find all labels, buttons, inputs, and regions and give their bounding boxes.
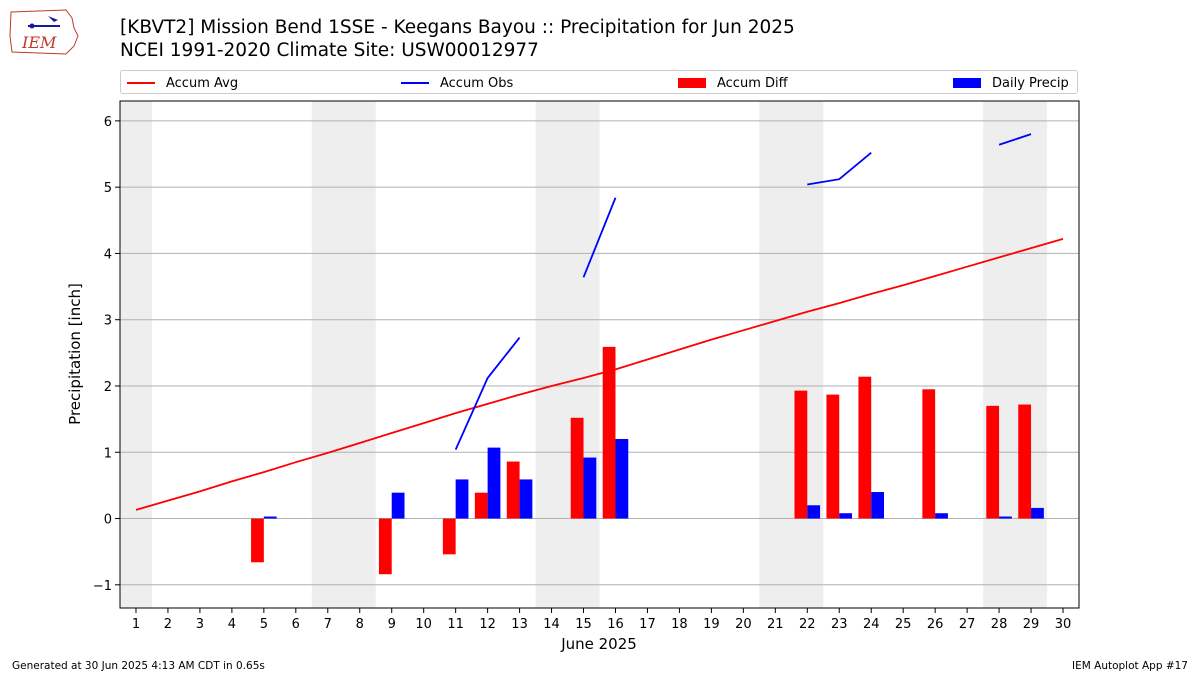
x-tick-label-5: 5	[260, 617, 268, 632]
x-axis-label: June 2025	[560, 635, 637, 653]
y-tick-label-0: −1	[93, 579, 112, 594]
accum-diff-bar-29	[1018, 404, 1032, 519]
x-tick-label-2: 2	[164, 617, 172, 632]
daily-precip-bar-28	[999, 516, 1012, 519]
x-tick-label-15: 15	[575, 617, 592, 632]
accum-diff-bar-24	[858, 376, 872, 519]
daily-precip-bar-11	[455, 479, 469, 519]
accum-obs-line-2	[807, 152, 872, 186]
footer-app: IEM Autoplot App #17	[1072, 660, 1188, 672]
weekend-band-3	[759, 101, 824, 608]
y-tick-label-4: 3	[104, 314, 112, 329]
legend-label-accum-obs: Accum Obs	[440, 75, 514, 91]
x-tick-label-20: 20	[735, 617, 752, 632]
x-tick-label-23: 23	[831, 617, 848, 632]
daily-precip-bar-15	[583, 457, 597, 519]
daily-precip-bar-29	[1031, 507, 1044, 519]
x-tick-label-30: 30	[1055, 617, 1072, 632]
legend-label-accum-diff: Accum Diff	[717, 75, 788, 91]
daily-precip-bar-9	[391, 492, 405, 519]
x-tick-label-28: 28	[991, 617, 1008, 632]
accum-diff-bar-22	[794, 390, 808, 519]
x-tick-label-24: 24	[863, 617, 880, 632]
chart-title: [KBVT2] Mission Bend 1SSE - Keegans Bayo…	[120, 17, 795, 38]
y-tick-label-1: 0	[104, 513, 112, 528]
plot-frame	[119, 100, 1080, 609]
daily-precip-bar-16	[615, 439, 629, 519]
y-tick-label-2: 1	[104, 446, 112, 461]
accum-diff-bar-16	[602, 346, 616, 519]
x-tick-label-6: 6	[292, 617, 300, 632]
legend: Accum Avg Accum Obs Accum Diff Daily Pre…	[120, 70, 1078, 94]
accum-diff-bar-23	[826, 394, 840, 519]
x-tick-label-13: 13	[511, 617, 528, 632]
x-tick-label-4: 4	[228, 617, 236, 632]
accum-diff-bar-9	[378, 518, 392, 575]
iem-logo: IEM	[9, 9, 79, 55]
x-tick-label-14: 14	[543, 617, 560, 632]
x-tick-label-3: 3	[196, 617, 204, 632]
legend-item-accum-avg: Accum Avg	[127, 74, 238, 92]
legend-swatch-daily-precip	[953, 78, 981, 88]
x-tick-label-16: 16	[607, 617, 624, 632]
x-tick-label-22: 22	[799, 617, 816, 632]
daily-precip-bar-22	[807, 505, 821, 519]
y-tick-label-7: 6	[104, 115, 112, 130]
legend-item-daily-precip: Daily Precip	[953, 74, 1069, 92]
accum-diff-bar-11	[442, 518, 456, 555]
x-tick-label-9: 9	[388, 617, 396, 632]
y-tick-label-5: 4	[104, 247, 112, 262]
legend-item-accum-obs: Accum Obs	[401, 74, 513, 92]
weekend-band-4	[983, 101, 1048, 608]
footer-generated: Generated at 30 Jun 2025 4:13 AM CDT in …	[12, 660, 265, 672]
x-tick-label-12: 12	[479, 617, 496, 632]
x-tick-label-19: 19	[703, 617, 720, 632]
weekend-band-1	[311, 101, 376, 608]
weekend-band-0	[120, 101, 152, 608]
iowa-outline-icon	[9, 9, 79, 55]
accum-avg-line	[135, 237, 1064, 511]
x-tick-label-8: 8	[356, 617, 364, 632]
legend-swatch-accum-obs	[401, 82, 429, 84]
accum-obs-line-3	[998, 133, 1032, 146]
weekend-band-2	[535, 101, 600, 608]
x-tick-label-18: 18	[671, 617, 688, 632]
accum-diff-bar-28	[986, 405, 1000, 519]
accum-diff-bar-5	[251, 518, 264, 563]
x-tick-label-27: 27	[959, 617, 976, 632]
daily-precip-bar-24	[871, 492, 885, 519]
x-tick-label-17: 17	[639, 617, 656, 632]
accum-obs-line-1	[582, 197, 617, 278]
x-tick-label-10: 10	[415, 617, 432, 632]
accum-diff-bar-13	[506, 461, 520, 519]
legend-label-daily-precip: Daily Precip	[992, 75, 1069, 91]
daily-precip-bar-26	[935, 513, 948, 519]
y-axis-label: Precipitation [inch]	[66, 283, 84, 425]
accum-diff-bar-15	[570, 417, 584, 519]
accum-diff-bar-12	[474, 492, 488, 519]
x-tick-label-26: 26	[927, 617, 944, 632]
daily-precip-bar-23	[839, 513, 853, 519]
y-tick-label-6: 5	[104, 181, 112, 196]
accum-diff-bar-26	[922, 389, 936, 519]
chart-subtitle: NCEI 1991-2020 Climate Site: USW00012977	[120, 40, 539, 61]
y-tick-label-3: 2	[104, 380, 112, 395]
legend-label-accum-avg: Accum Avg	[166, 75, 239, 91]
x-tick-label-29: 29	[1023, 617, 1040, 632]
x-tick-label-11: 11	[447, 617, 464, 632]
legend-swatch-accum-diff	[678, 78, 706, 88]
x-tick-label-25: 25	[895, 617, 912, 632]
accum-obs-line-0	[454, 337, 521, 450]
x-tick-label-21: 21	[767, 617, 784, 632]
x-tick-label-1: 1	[132, 617, 140, 632]
daily-precip-bar-12	[487, 447, 501, 519]
x-tick-label-7: 7	[324, 617, 332, 632]
logo-text: IEM	[21, 33, 57, 52]
daily-precip-bar-5	[263, 516, 277, 519]
daily-precip-bar-13	[519, 479, 533, 519]
legend-swatch-accum-avg	[127, 82, 155, 84]
legend-item-accum-diff: Accum Diff	[678, 74, 788, 92]
